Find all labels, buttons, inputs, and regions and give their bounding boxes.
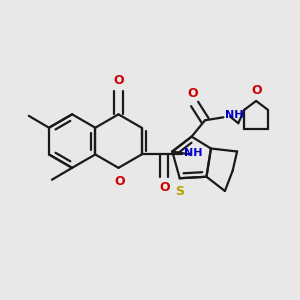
Text: O: O [114, 175, 125, 188]
Text: O: O [251, 84, 262, 98]
Text: NH: NH [225, 110, 244, 120]
Text: O: O [113, 74, 124, 87]
Text: O: O [159, 181, 169, 194]
Text: O: O [188, 87, 198, 101]
Text: NH: NH [184, 148, 202, 158]
Text: S: S [175, 185, 184, 198]
